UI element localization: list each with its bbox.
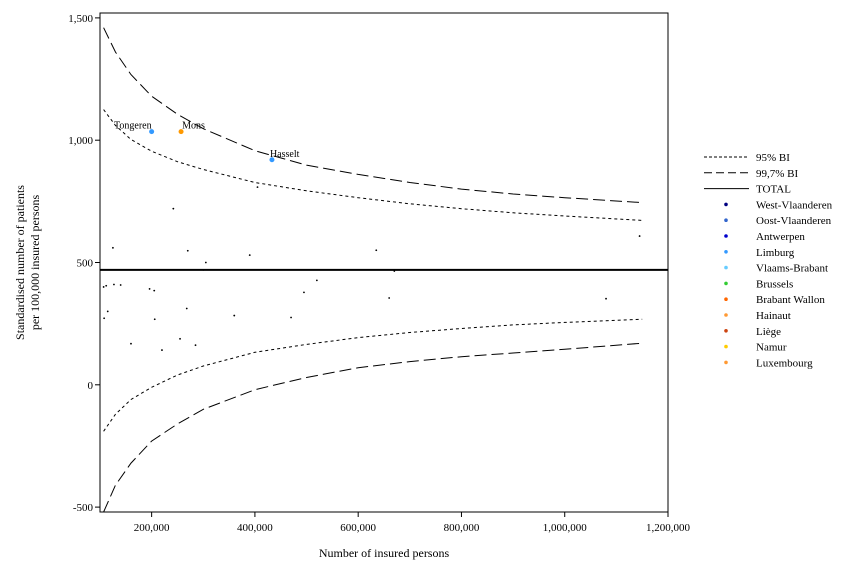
data-point: [388, 297, 391, 299]
point-label-tongeren: Tongeren: [114, 121, 152, 132]
data-point: [112, 246, 114, 249]
data-point: [153, 318, 156, 321]
legend-item-99-7-bi-label: 99,7% BI: [756, 168, 799, 180]
data-point: [315, 279, 318, 282]
legend-item-total-label: TOTAL: [756, 184, 791, 196]
data-point: [194, 344, 197, 347]
legend-item-limburg-swatch: [724, 250, 728, 254]
x-tick-label: 400,000: [237, 522, 273, 534]
data-point: [290, 316, 292, 319]
legend-item-namur-label: Namur: [756, 342, 787, 354]
legend-item-namur-swatch: [724, 344, 728, 349]
x-tick-label: 1,000,000: [543, 522, 588, 534]
legend-item-antwerpen-swatch: [724, 234, 728, 238]
data-point: [119, 284, 122, 286]
legend-item-hainaut-label: Hainaut: [756, 310, 791, 322]
y-tick-label: 500: [77, 258, 94, 270]
y-axis-title-line: Standardised number of patients: [13, 185, 27, 340]
legend-item-brabant-wallon-label: Brabant Wallon: [756, 294, 825, 306]
ci997-lower-line: [103, 342, 643, 513]
data-point: [148, 288, 151, 290]
data-point: [248, 254, 251, 257]
data-point: [185, 307, 188, 310]
data-point: [161, 349, 163, 351]
legend-item-li-ge-swatch: [724, 329, 728, 333]
data-point: [113, 283, 115, 286]
legend-item-west-vlaanderen-swatch: [724, 202, 728, 207]
data-point: [202, 268, 205, 271]
legend-item-vlaams-brabant-label: Vlaams-Brabant: [756, 263, 828, 275]
ci997-upper-line: [103, 27, 643, 204]
legend-item-brussels-swatch: [724, 281, 728, 286]
x-axis-title: Number of insured persons: [319, 546, 450, 560]
legend-item-brabant-wallon-swatch: [724, 297, 728, 302]
y-tick-label: 1,000: [68, 135, 93, 147]
legend-item-li-ge-label: Liège: [756, 326, 781, 338]
x-tick-label: 800,000: [444, 522, 480, 534]
x-tick-label: 200,000: [134, 522, 170, 534]
y-tick-label: 0: [88, 380, 94, 392]
legend-item-west-vlaanderen-label: West-Vlaanderen: [756, 199, 833, 211]
data-point: [102, 286, 105, 288]
y-axis-title: Standardised number of patientsper 100,0…: [13, 185, 42, 340]
data-point: [393, 270, 396, 272]
data-point: [103, 317, 106, 320]
legend-item-limburg-label: Limburg: [756, 247, 795, 259]
data-point: [375, 249, 378, 252]
data-point: [303, 291, 305, 294]
legend-item-luxembourg-label: Luxembourg: [756, 357, 813, 369]
plot-area: Tongeren Mons Hasselt: [100, 27, 668, 513]
point-label-hasselt: Hasselt: [270, 149, 300, 160]
y-axis-title-line: per 100,000 insured persons: [28, 195, 42, 331]
legend-item-vlaams-brabant-swatch: [724, 265, 728, 270]
legend-item-antwerpen-label: Antwerpen: [756, 231, 805, 243]
data-point: [130, 342, 132, 345]
x-tick-label: 600,000: [340, 522, 376, 534]
data-point: [172, 207, 175, 210]
legend-item-brussels-label: Brussels: [756, 278, 793, 290]
legend-item-luxembourg-swatch: [724, 360, 728, 365]
data-point: [204, 261, 207, 264]
data-point-mons: [178, 129, 184, 135]
x-tick-label: 1,200,000: [646, 522, 691, 534]
data-point: [105, 284, 108, 287]
data-point: [638, 235, 641, 237]
legend-item-oost-vlaanderen-swatch: [724, 218, 728, 222]
ci95-upper-line: [103, 109, 643, 221]
data-point-tongeren: [149, 129, 155, 135]
data-point-hasselt: [269, 157, 275, 163]
data-point: [605, 297, 607, 300]
legend: 95% BI 99,7% BI TOTAL West-Vlaanderen Oost-V…: [704, 152, 833, 369]
data-point: [256, 186, 259, 189]
data-point: [106, 310, 109, 313]
point-label-mons: Mons: [182, 121, 205, 132]
data-point: [186, 249, 189, 252]
legend-item-oost-vlaanderen-label: Oost-Vlaanderen: [756, 215, 832, 227]
ci95-lower-line: [103, 318, 643, 432]
y-tick-label: 1,500: [68, 13, 93, 25]
y-tick-label: -500: [73, 502, 94, 514]
data-point: [153, 289, 156, 292]
legend-item-95-bi-label: 95% BI: [756, 152, 790, 164]
data-point: [233, 314, 236, 317]
axes: 200,000 400,000 600,000 800,000 1,000,000 1,2…: [13, 12, 691, 560]
legend-item-hainaut-swatch: [724, 313, 728, 317]
data-point: [179, 337, 181, 340]
